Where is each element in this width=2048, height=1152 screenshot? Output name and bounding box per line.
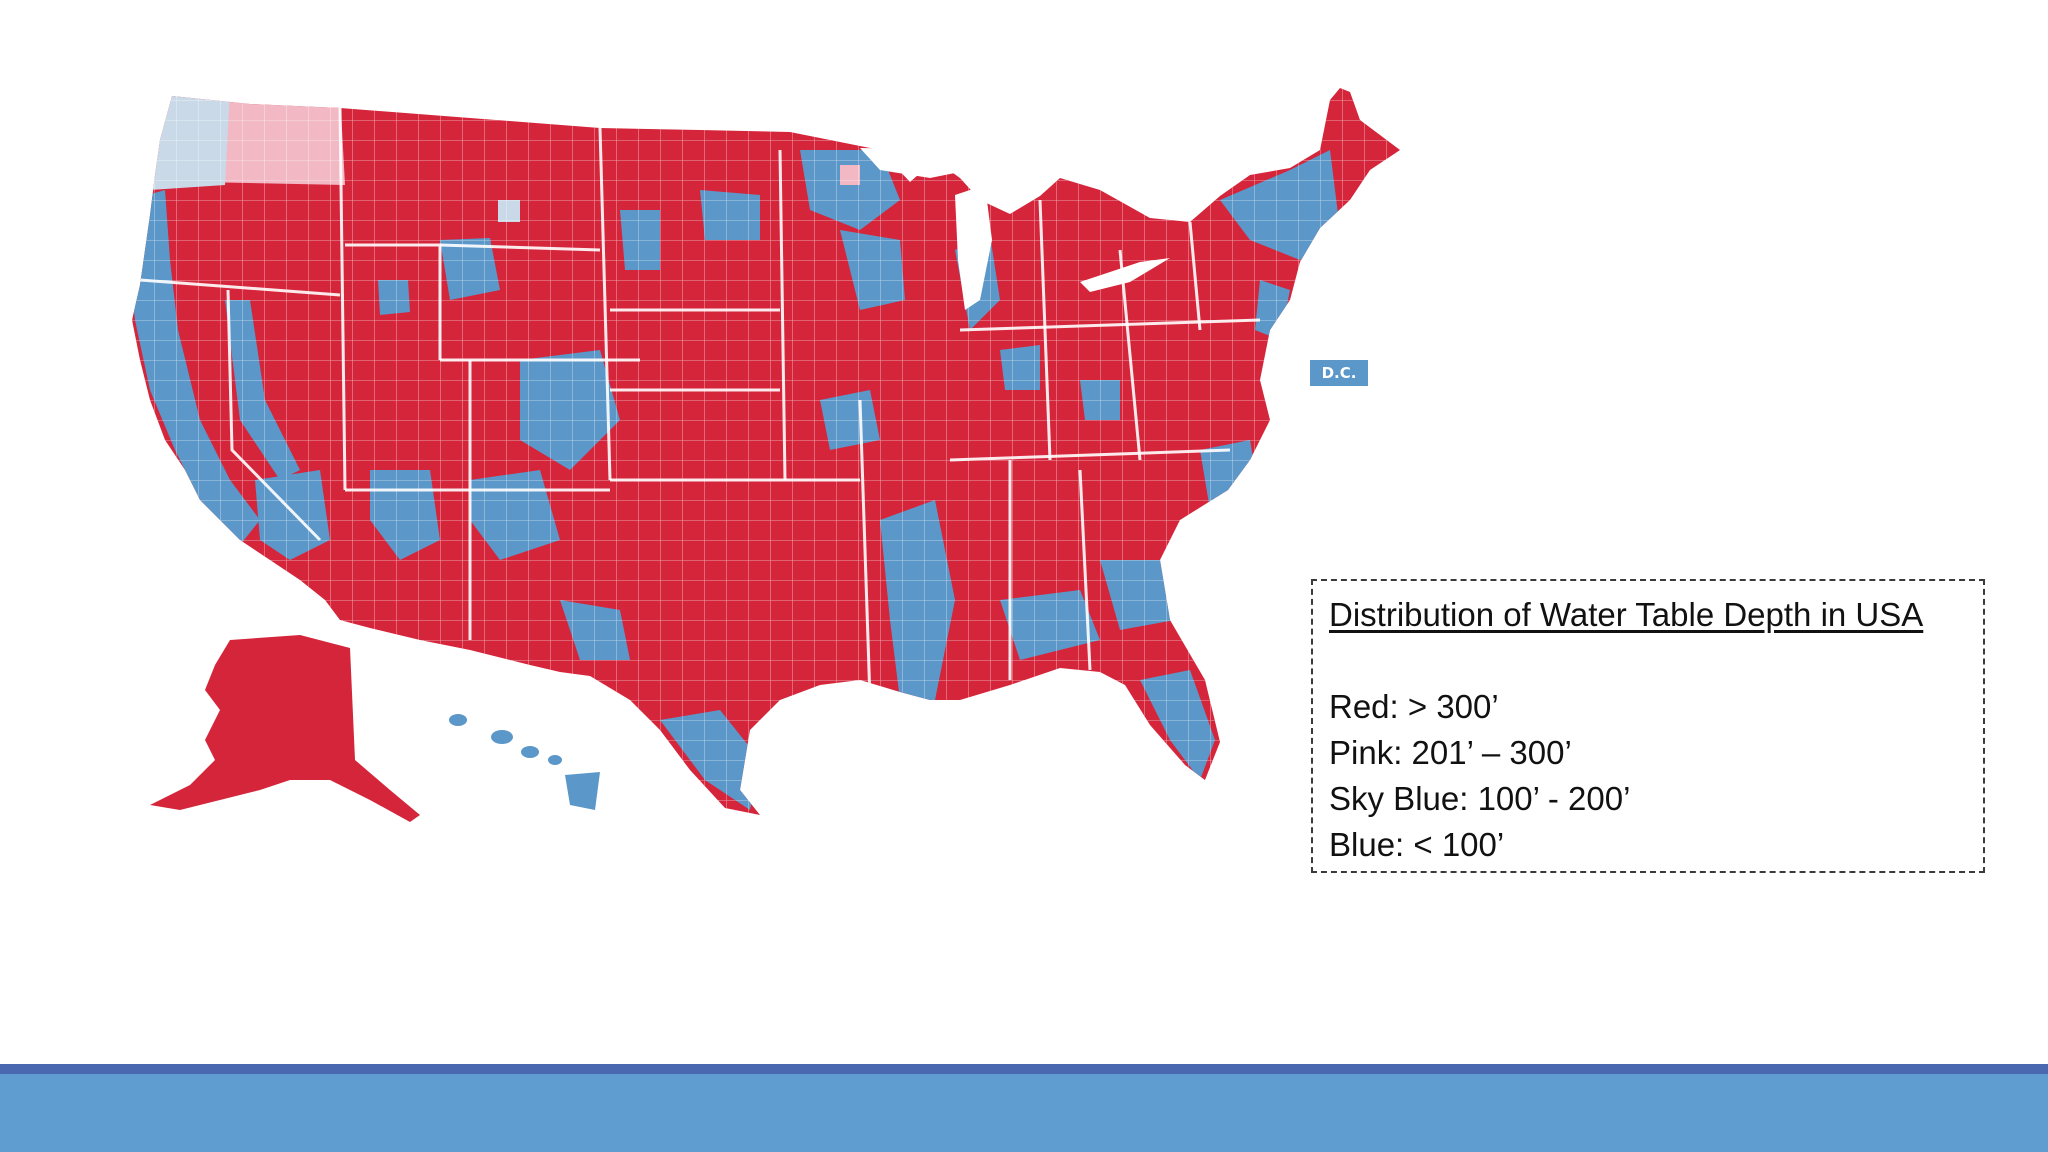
legend-item-sky-blue: Sky Blue: 100’ - 200’ <box>1329 780 1631 817</box>
legend-item-pink: Pink: 201’ – 300’ <box>1329 734 1572 771</box>
footer-accent-line <box>0 1064 2048 1074</box>
lake-superior <box>860 148 980 178</box>
legend-item-red: Red: > 300’ <box>1329 688 1499 725</box>
footer-band <box>0 1074 2048 1152</box>
legend-box: Distribution of Water Table Depth in USA… <box>1311 579 1985 873</box>
state-borders <box>139 107 1261 701</box>
alaska-shape <box>150 635 420 822</box>
lake-erie <box>1080 258 1170 292</box>
lake-michigan <box>955 185 992 310</box>
legend-item-blue: Blue: < 100’ <box>1329 826 1505 863</box>
hawaii-islands <box>449 714 600 810</box>
dc-label: D.C. <box>1310 360 1368 386</box>
legend-title: Distribution of Water Table Depth in USA <box>1329 596 1924 633</box>
